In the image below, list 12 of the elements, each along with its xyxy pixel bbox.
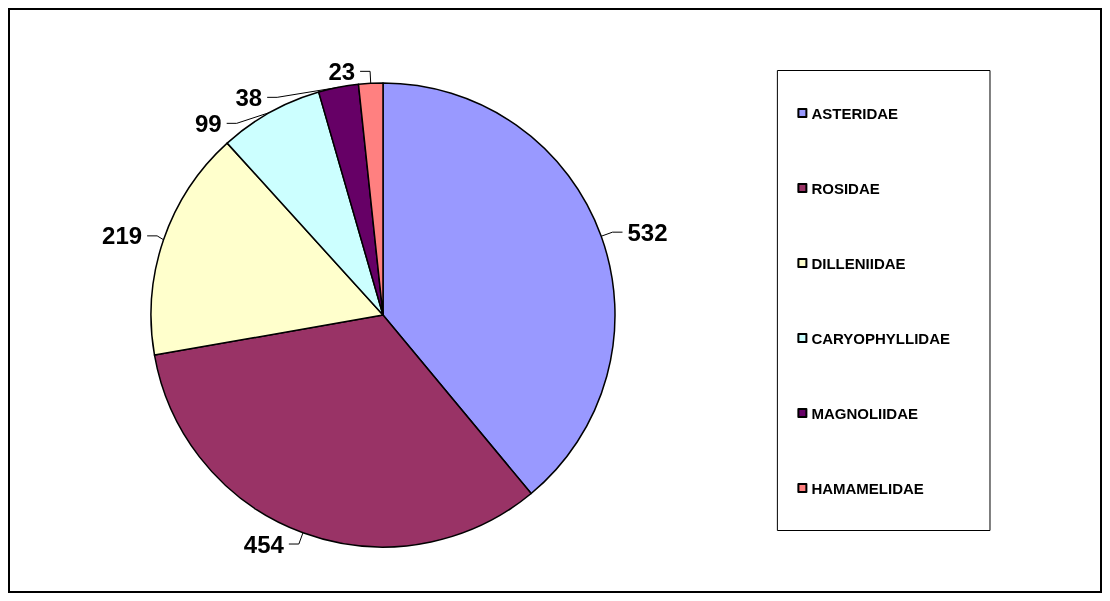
legend-label: CARYOPHYLLIDAE	[811, 329, 951, 347]
legend-label: HAMAMELIDAE	[811, 479, 924, 497]
data-label: 532	[627, 218, 668, 246]
data-label: 219	[102, 222, 143, 250]
data-label: 23	[328, 57, 356, 85]
data-label: 454	[243, 530, 285, 558]
data-label: 38	[235, 83, 263, 111]
legend-label: MAGNOLIIDAE	[811, 404, 919, 422]
legend-label: ROSIDAE	[811, 179, 880, 197]
legend-label: DILLENIIDAE	[811, 254, 906, 272]
data-label: 99	[194, 109, 222, 137]
legend-label: ASTERIDAE	[811, 104, 899, 122]
